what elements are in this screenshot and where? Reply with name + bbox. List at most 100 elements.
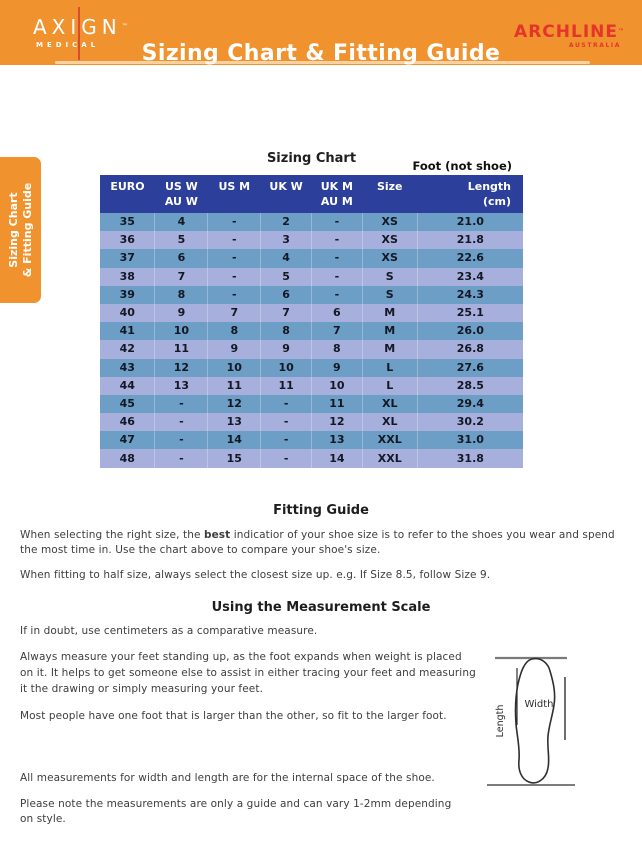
table-cell: - (154, 431, 208, 450)
table-cell: 13 (207, 413, 261, 432)
sizing-table: EURO US W AU W US M UK W UK M AU M Size Length… (100, 175, 523, 468)
table-cell: XL (361, 413, 418, 432)
header-row: EURO US W AU W US M UK W UK M AU M Size Length… (100, 175, 523, 213)
table-cell: M (361, 303, 418, 323)
measurement-paragraph-3: Most people have one foot that is larger… (20, 709, 447, 722)
archline-logo-text: ARCHLINE™ (514, 23, 624, 41)
table-cell: 47 (119, 433, 135, 447)
table-cell: 7 (260, 303, 312, 323)
table-cell: 5 (154, 231, 208, 250)
table-cell: - (310, 285, 363, 304)
table-cell: 12 (154, 358, 208, 377)
foot-not-shoe-label: Foot (not shoe) (412, 159, 512, 173)
table-cell: 38 (119, 269, 135, 283)
table-cell: 40 (119, 306, 135, 320)
table-row: 36 5-3- XS 21.8 (100, 231, 523, 250)
paragraph-text: When selecting the right size, the (20, 528, 204, 541)
column-header: US W AU W (154, 175, 208, 213)
column-header: Length (cm) (417, 175, 523, 213)
table-cell: 44 (119, 378, 135, 392)
paragraph-text: indicatior of your shoe size is to refer… (20, 528, 615, 556)
table-row: 47-14-13 XXL 31.0 (100, 431, 523, 450)
header-accent-line (55, 61, 590, 64)
table-cell: - (310, 267, 363, 286)
table-cell: 27.6 (416, 358, 523, 377)
table-cell: 31.8 (416, 449, 523, 468)
table-cell: L (361, 376, 418, 395)
table-cell: 3 (260, 231, 312, 250)
archline-logo: ARCHLINE™ AUSTRALIA (514, 23, 624, 49)
table-cell: - (310, 213, 363, 232)
table-cell: - (207, 213, 261, 232)
fitting-guide-paragraph-2: When fitting to half size, always select… (20, 568, 491, 581)
measurement-scale-heading: Using the Measurement Scale (211, 599, 431, 615)
table-cell: 31.0 (416, 431, 523, 450)
archline-tm: ™ (618, 28, 624, 35)
measurement-paragraph-4: All measurements for width and length ar… (20, 771, 435, 784)
table-cell: 4 (154, 213, 208, 232)
table-row: 46-13-12 XL 30.2 (100, 413, 523, 432)
table-cell: 13 (310, 431, 363, 450)
table-cell: 6 (310, 303, 363, 323)
table-cell: 21.0 (416, 213, 523, 232)
table-row: 39 8-6- S 24.3 (100, 285, 523, 304)
table-cell: 37 (119, 251, 135, 265)
table-cell: - (207, 249, 261, 268)
table-cell: 46 (119, 415, 135, 429)
table-cell: M (361, 340, 418, 359)
table-cell: XXL (361, 449, 418, 468)
table-cell: 22.6 (416, 249, 523, 268)
table-cell: S (361, 267, 418, 286)
table-cell: - (207, 285, 261, 304)
table-row: 43 12 10 10 9 L 27.6 (100, 358, 523, 377)
table-row: 37 6-4- XS 22.6 (100, 249, 523, 268)
table-cell: 6 (260, 285, 312, 304)
table-cell: 10 (310, 376, 363, 395)
table-cell: 7 (154, 267, 208, 286)
table-cell: 12 (207, 394, 261, 414)
table-cell: 11 (207, 376, 261, 395)
table-cell: 9 (154, 303, 208, 323)
table-cell: S (361, 285, 418, 304)
table-cell: - (154, 394, 208, 414)
foot-measurement-diagram: Width Length (487, 656, 575, 786)
table-cell: 30.2 (416, 413, 523, 432)
table-cell: 26.0 (416, 322, 523, 341)
table-cell: - (260, 394, 312, 414)
table-cell: - (310, 249, 363, 268)
table-cell: XXL (361, 431, 418, 450)
table-cell: XL (361, 394, 418, 414)
axign-tm: ™ (121, 23, 128, 30)
table-cell: XS (361, 213, 418, 232)
table-cell: - (154, 449, 208, 468)
table-cell: 8 (260, 322, 312, 341)
table-cell: 48 (119, 451, 135, 465)
archline-name: ARCHLINE (514, 22, 618, 42)
table-cell: 9 (260, 340, 312, 359)
table-cell: 45 (119, 396, 135, 410)
table-cell: 5 (260, 267, 312, 286)
table-cell: 8 (207, 322, 261, 341)
table-cell: 10 (207, 358, 261, 377)
table-cell: 36 (119, 233, 135, 247)
table-cell: 8 (310, 340, 363, 359)
side-tab-label: Sizing Chart & Fitting Guide (6, 182, 34, 278)
column-header: US M (207, 175, 261, 213)
measurement-paragraph-5: Please note the measurements are only a … (20, 797, 452, 825)
table-cell: 39 (119, 287, 135, 301)
table-cell: 29.4 (416, 394, 523, 414)
sizing-table-body: 35 4-2- XS 21.0 36 5-3- XS 21.8 37 6-4- XS 22.6 38 7-… (100, 213, 523, 468)
axign-logo: AXIGN™ MEDICAL (33, 7, 128, 60)
table-cell: 11 (310, 394, 363, 414)
side-tab-sizing-chart: Sizing Chart & Fitting Guide (0, 157, 41, 303)
column-header: UK W (260, 175, 312, 213)
table-cell: 41 (119, 324, 135, 338)
header-bar: AXIGN™ MEDICAL Sizing Chart & Fitting Gu… (0, 0, 642, 66)
table-cell: 8 (154, 285, 208, 304)
table-row: 45-12-11 XL 29.4 (100, 394, 523, 414)
length-label: Length (495, 705, 506, 738)
table-cell: 15 (207, 449, 261, 468)
column-header: EURO (100, 175, 155, 213)
column-header: UK M AU M (311, 175, 363, 213)
table-cell: 14 (310, 449, 363, 468)
